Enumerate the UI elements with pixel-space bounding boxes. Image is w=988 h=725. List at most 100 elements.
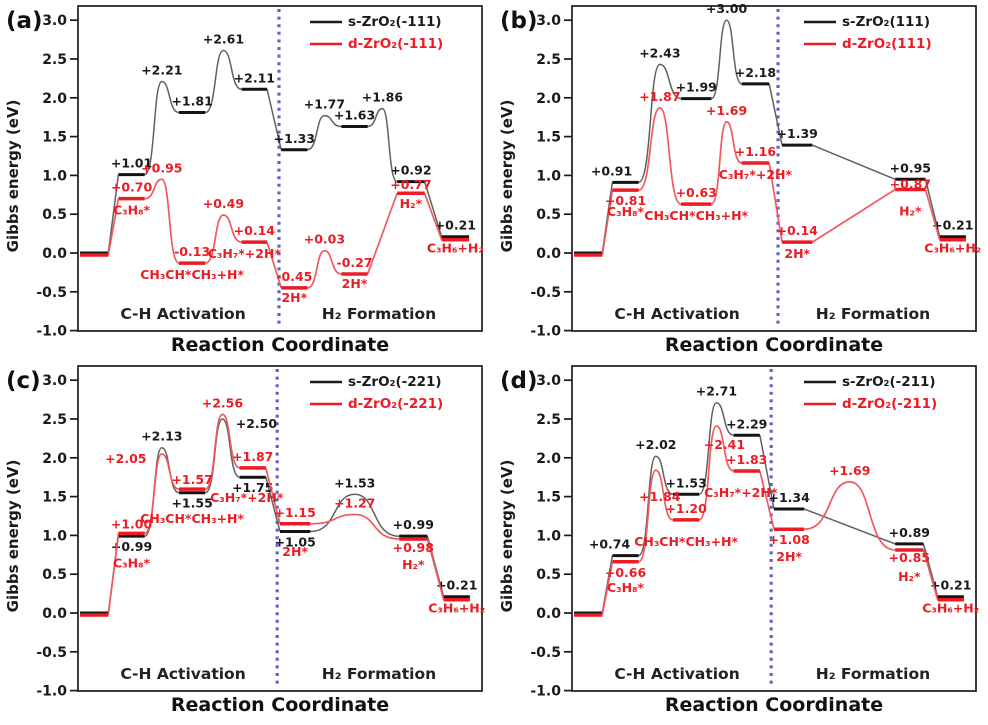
- level-energy-label: +1.34: [768, 490, 810, 505]
- connector-line: [423, 181, 443, 237]
- species-label: C₃H₈*: [607, 204, 645, 219]
- y-tick-label: -0.5: [36, 285, 67, 301]
- peak-energy-label: +2.61: [203, 31, 244, 46]
- level-energy-label: +0.63: [676, 185, 717, 200]
- y-tick-label: 0.5: [536, 567, 561, 583]
- connector-line: [366, 192, 398, 275]
- species-label: CH₃CH*CH₃+H*: [634, 534, 738, 549]
- panel-letter: (d): [500, 368, 538, 394]
- legend-label-s: s-ZrO₂(111): [842, 14, 930, 30]
- level-energy-label: +1.05: [274, 535, 315, 550]
- barrier-curve: [143, 80, 180, 176]
- level-energy-label: +1.75: [232, 480, 273, 495]
- species-label: H₂*: [400, 196, 423, 211]
- level-energy-label: +0.89: [889, 525, 930, 540]
- connector-line: [804, 508, 896, 545]
- y-tick-label: -1.0: [530, 324, 561, 340]
- legend-label-d: d-ZrO₂(-221): [348, 396, 443, 412]
- peak-energy-label: +2.41: [704, 437, 745, 452]
- connector-line: [922, 543, 939, 597]
- y-tick-label: 2.0: [536, 451, 561, 467]
- legend-label-d: d-ZrO₂(-211): [842, 396, 937, 412]
- region-label-ch-activation: C-H Activation: [614, 305, 739, 323]
- y-tick-label: 1.5: [42, 490, 67, 506]
- connector-line: [601, 190, 614, 256]
- connector-line: [759, 470, 775, 530]
- level-energy-label: +0.14: [777, 223, 819, 238]
- species-label: C₃H₆+H₂: [428, 601, 485, 616]
- legend-label-d: d-ZrO₂(111): [842, 36, 932, 52]
- level-energy-label: +0.74: [589, 537, 631, 552]
- level-energy-label: +1.39: [777, 126, 818, 141]
- peak-energy-label: +2.71: [696, 384, 737, 399]
- region-label-ch-activation: C-H Activation: [120, 665, 245, 683]
- connector-line: [768, 83, 783, 146]
- region-label-h2-formation: H₂ Formation: [816, 665, 930, 683]
- barrier-curve: [698, 401, 734, 496]
- y-tick-label: 0.5: [42, 567, 67, 583]
- connector-line: [266, 89, 282, 150]
- barrier-curve: [143, 453, 180, 535]
- x-axis-title: Reaction Coordinate: [665, 694, 883, 716]
- barrier-curve: [307, 249, 342, 289]
- y-axis-title: Gibbs energy (eV): [498, 460, 516, 613]
- y-tick-label: 2.0: [42, 91, 67, 107]
- y-tick-label: -1.0: [530, 684, 561, 700]
- peak-energy-label: +1.84: [639, 489, 681, 504]
- y-tick-label: 2.5: [42, 52, 67, 68]
- region-label-h2-formation: H₂ Formation: [322, 305, 436, 323]
- y-tick-label: -1.0: [36, 684, 67, 700]
- legend-label-s: s-ZrO₂(-221): [348, 374, 442, 390]
- peak-energy-label: +2.02: [635, 437, 676, 452]
- peak-energy-label: +1.53: [334, 475, 375, 490]
- level-energy-label: +1.83: [726, 452, 767, 467]
- peak-energy-label: +0.03: [304, 232, 345, 247]
- species-label: 2H*: [784, 246, 810, 261]
- barrier-curve: [710, 121, 743, 205]
- species-label: C₃H₇*+2H*: [704, 485, 778, 500]
- y-axis-title: Gibbs energy (eV): [4, 100, 22, 253]
- y-axis-title: Gibbs energy (eV): [498, 100, 516, 253]
- barrier-curve: [638, 107, 682, 205]
- barrier-curve: [367, 107, 398, 183]
- y-tick-label: 1.0: [536, 168, 561, 184]
- level-energy-label: +2.11: [234, 70, 275, 85]
- panel-a: 3.0 2.5 2.0 1.5 1.0 0.5 0.0 -0.5 -1.0 Gibbs energ…: [0, 0, 494, 360]
- connector-line: [423, 192, 443, 240]
- level-energy-label: +0.14: [234, 223, 276, 238]
- level-energy-label: +1.55: [171, 496, 212, 511]
- y-tick-label: 1.5: [42, 130, 67, 146]
- barrier-curve: [637, 469, 674, 563]
- level-energy-label: +0.85: [889, 550, 930, 565]
- region-label-h2-formation: H₂ Formation: [322, 665, 436, 683]
- species-label: C₃H₈*: [113, 203, 151, 218]
- y-tick-label: 3.0: [42, 373, 67, 389]
- panel-b: 3.0 2.5 2.0 1.5 1.0 0.5 0.0 -0.5 -1.0 Gibbs energ…: [494, 0, 988, 360]
- panel-letter: (c): [6, 368, 41, 394]
- species-label: C₃H₈*: [113, 555, 151, 570]
- energy-diagram-d: 3.0 2.5 2.0 1.5 1.0 0.5 0.0 -0.5 -1.0 Gibbs energ…: [498, 365, 979, 716]
- species-label: CH₃CH*CH₃+H*: [140, 511, 244, 526]
- barrier-curve: [698, 425, 734, 521]
- species-label: C₃H₇*+2H*: [719, 167, 793, 182]
- energy-diagram-a: 3.0 2.5 2.0 1.5 1.0 0.5 0.0 -0.5 -1.0 Gibbs energ…: [4, 5, 484, 356]
- x-axis-title: Reaction Coordinate: [171, 334, 389, 356]
- peak-energy-label: +1.27: [334, 495, 375, 510]
- species-label: CH₃CH*CH₃+H*: [140, 267, 244, 282]
- y-tick-label: 2.0: [536, 91, 561, 107]
- level-energy-label: +0.81: [605, 193, 646, 208]
- panel-letter: (b): [500, 8, 538, 34]
- level-energy-label: +1.01: [111, 156, 152, 171]
- level-energy-label: +0.95: [890, 160, 931, 175]
- level-energy-label: +0.99: [111, 539, 152, 554]
- energy-diagram-b: 3.0 2.5 2.0 1.5 1.0 0.5 0.0 -0.5 -1.0 Gibbs energ…: [498, 1, 981, 356]
- level-energy-label: +0.21: [930, 578, 971, 593]
- connector-line: [812, 144, 896, 180]
- level-energy-label: +0.87: [890, 176, 931, 191]
- level-energy-label: +1.20: [665, 501, 707, 516]
- barrier-curve: [307, 114, 342, 151]
- region-label-h2-formation: H₂ Formation: [816, 305, 930, 323]
- barrier-curve: [204, 49, 242, 114]
- y-tick-label: 2.5: [536, 52, 561, 68]
